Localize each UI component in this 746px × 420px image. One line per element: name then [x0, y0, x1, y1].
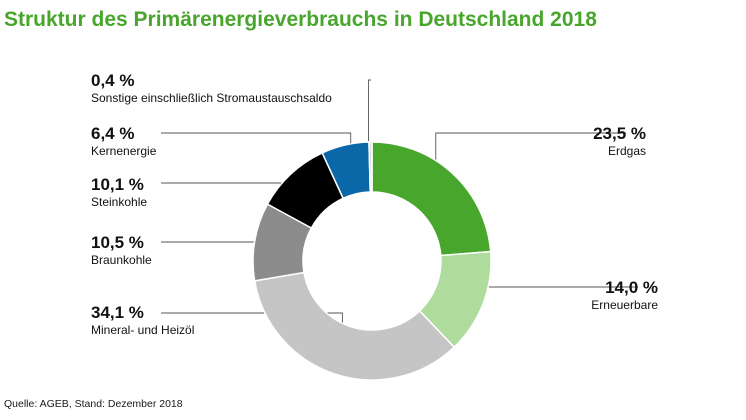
value-label-mineral-und-heizöl: 34,1 % [91, 303, 144, 322]
value-label-braunkohle: 10,5 % [91, 233, 144, 252]
name-label-sonstige-einschließlich-stromaustauschsaldo: Sonstige einschließlich Stromaustauschsa… [91, 91, 332, 105]
leader-lines [161, 79, 638, 351]
name-label-erneuerbare: Erneuerbare [591, 298, 658, 312]
slice-sonstige-einschließlich-stromaustauschsaldo [368, 141, 373, 193]
source-note: Quelle: AGEB, Stand: Dezember 2018 [4, 398, 183, 410]
name-label-braunkohle: Braunkohle [91, 253, 152, 267]
slice-erdgas [371, 141, 492, 257]
name-label-mineral-und-heizöl: Mineral- und Heizöl [91, 323, 194, 337]
value-label-erdgas: 23,5 % [593, 124, 646, 143]
value-label-sonstige-einschließlich-stromaustauschsaldo: 0,4 % [91, 71, 134, 90]
value-label-steinkohle: 10,1 % [91, 175, 144, 194]
name-label-erdgas: Erdgas [608, 144, 646, 158]
leader-line-sonstige-einschließlich-stromaustauschsaldo [368, 79, 371, 160]
value-label-erneuerbare: 14,0 % [605, 278, 658, 297]
slice-labels: 23,5 %Erdgas 14,0 %Erneuerbare 34,1 %Miner… [91, 71, 658, 337]
slice-mineral-und-heizöl [253, 271, 456, 381]
donut-slices [252, 141, 492, 381]
value-label-kernenergie: 6,4 % [91, 124, 134, 143]
name-label-kernenergie: Kernenergie [91, 144, 157, 158]
name-label-steinkohle: Steinkohle [91, 195, 147, 209]
chart-title: Struktur des Primärenergieverbrauchs in … [4, 8, 597, 31]
